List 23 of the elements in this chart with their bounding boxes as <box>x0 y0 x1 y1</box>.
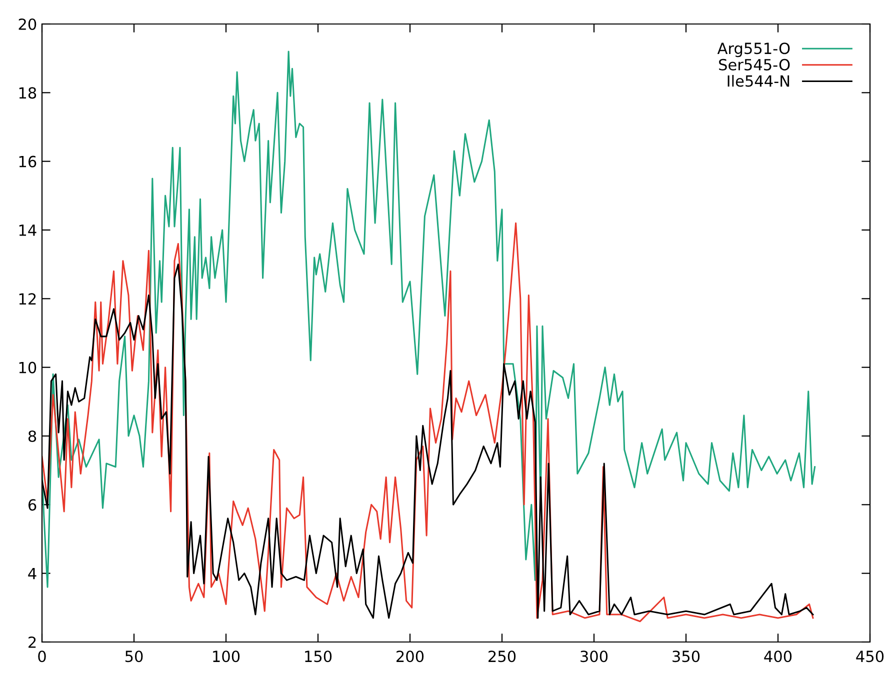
x-tick-label: 400 <box>764 650 792 662</box>
y-tick-label: 4 <box>28 568 36 580</box>
y-tick-label: 6 <box>28 499 36 511</box>
y-tick-label: 12 <box>19 293 36 304</box>
x-tick-label: 200 <box>396 650 424 662</box>
x-tick-label: 300 <box>580 650 608 662</box>
y-tick-label: 2 <box>28 636 36 648</box>
y-tick-label: 20 <box>18 18 36 30</box>
x-tick-label: 50 <box>125 650 143 662</box>
y-tick-label: 16 <box>19 156 36 168</box>
x-tick-label: 100 <box>213 650 240 662</box>
x-tick-label: 250 <box>488 650 516 662</box>
legend-label: Ile544-N <box>728 74 790 87</box>
y-tick-label: 14 <box>19 224 36 236</box>
y-tick-label: 18 <box>19 87 36 99</box>
y-tick-label: 8 <box>28 430 36 442</box>
x-tick-label: 0 <box>38 650 46 662</box>
x-tick-label: 150 <box>305 650 332 662</box>
x-tick-label: 450 <box>856 650 884 662</box>
x-tick-label: 350 <box>672 650 700 662</box>
y-tick-label: 10 <box>19 362 36 374</box>
legend-label: Ser545-O <box>719 58 790 70</box>
legend-label: Arg551-O <box>717 42 790 58</box>
